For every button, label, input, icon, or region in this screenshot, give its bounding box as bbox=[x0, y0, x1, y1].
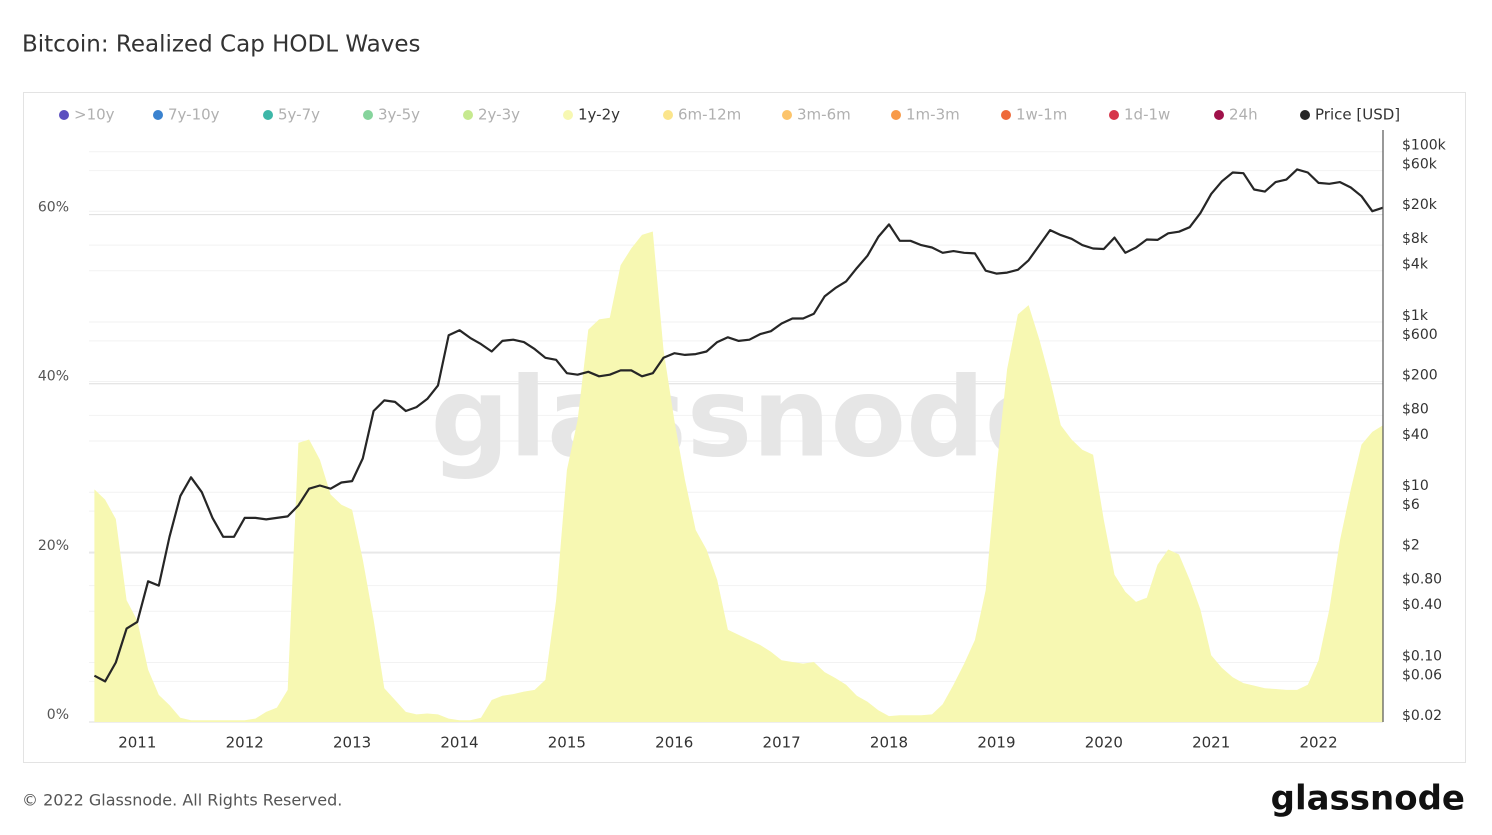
legend-marker bbox=[263, 110, 273, 120]
y2-tick-label: $60k bbox=[1402, 157, 1438, 173]
legend-label: 3y-5y bbox=[378, 106, 420, 124]
x-tick-label: 2018 bbox=[870, 734, 908, 752]
x-tick-label: 2017 bbox=[763, 734, 801, 752]
x-tick-label: 2022 bbox=[1299, 734, 1337, 752]
legend-marker bbox=[1214, 110, 1224, 120]
y2-tick-label: $0.02 bbox=[1402, 708, 1442, 724]
x-tick-label: 2019 bbox=[977, 734, 1015, 752]
legend-marker bbox=[663, 110, 673, 120]
y2-tick-label: $0.80 bbox=[1402, 572, 1442, 588]
y2-tick-label: $80 bbox=[1402, 401, 1429, 417]
area bbox=[94, 231, 1383, 722]
y-tick-label: 20% bbox=[38, 538, 69, 554]
legend-marker bbox=[363, 110, 373, 120]
legend-marker bbox=[153, 110, 163, 120]
logo: glassnode bbox=[1271, 779, 1465, 819]
legend-marker bbox=[59, 110, 69, 120]
legend-marker bbox=[891, 110, 901, 120]
y2-tick-label: $0.06 bbox=[1402, 667, 1442, 683]
y2-tick-label: $100k bbox=[1402, 138, 1447, 154]
x-tick-label: 2014 bbox=[440, 734, 478, 752]
y2-tick-label: $2 bbox=[1402, 538, 1420, 554]
legend-label: Price [USD] bbox=[1315, 106, 1400, 124]
x-tick-label: 2015 bbox=[548, 734, 586, 752]
y-tick-label: 40% bbox=[38, 369, 69, 385]
y2-tick-label: $4k bbox=[1402, 257, 1429, 273]
plot bbox=[93, 168, 1384, 722]
chart-frame bbox=[23, 92, 1466, 763]
x-tick-label: 2021 bbox=[1192, 734, 1230, 752]
x-tick-label: 2016 bbox=[655, 734, 693, 752]
chart-title: Bitcoin: Realized Cap HODL Waves bbox=[22, 32, 420, 58]
legend-marker bbox=[1001, 110, 1011, 120]
x-tick-label: 2011 bbox=[118, 734, 156, 752]
legend-marker bbox=[563, 110, 573, 120]
y2-tick-label: $0.40 bbox=[1402, 597, 1442, 613]
y2-tick-label: $600 bbox=[1402, 327, 1438, 343]
legend-label: 2y-3y bbox=[478, 106, 520, 124]
legend-label: 5y-7y bbox=[278, 106, 320, 124]
y2-tick-label: $6 bbox=[1402, 497, 1420, 513]
x-tick-label: 2013 bbox=[333, 734, 371, 752]
y2-tick-label: $8k bbox=[1402, 231, 1429, 247]
y2-tick-label: $20k bbox=[1402, 197, 1438, 213]
y2-tick-label: $1k bbox=[1402, 308, 1429, 324]
y-tick-label: 0% bbox=[47, 707, 69, 723]
legend-label: 1y-2y bbox=[578, 106, 620, 124]
legend-marker bbox=[463, 110, 473, 120]
legend-label: 3m-6m bbox=[797, 106, 851, 124]
y-tick-label: 60% bbox=[38, 200, 69, 216]
legend-label: 1m-3m bbox=[906, 106, 960, 124]
legend-marker bbox=[1300, 110, 1310, 120]
x-tick-label: 2012 bbox=[226, 734, 264, 752]
watermark: glassnode bbox=[431, 353, 1060, 481]
legend-label: 7y-10y bbox=[168, 106, 220, 124]
x-tick-label: 2020 bbox=[1085, 734, 1123, 752]
legend-marker bbox=[782, 110, 792, 120]
price-line bbox=[93, 168, 1384, 683]
y2-tick-label: $200 bbox=[1402, 367, 1438, 383]
legend-label: 24h bbox=[1229, 106, 1258, 124]
legend-marker bbox=[1109, 110, 1119, 120]
legend-label: 1w-1m bbox=[1016, 106, 1067, 124]
legend-label: >10y bbox=[74, 106, 115, 124]
legend-label: 6m-12m bbox=[678, 106, 741, 124]
y2-tick-label: $10 bbox=[1402, 478, 1429, 494]
y2-tick-label: $40 bbox=[1402, 427, 1429, 443]
y2-tick-label: $0.10 bbox=[1402, 648, 1442, 664]
footer: © 2022 Glassnode. All Rights Reserved. bbox=[22, 791, 342, 810]
legend-label: 1d-1w bbox=[1124, 106, 1170, 124]
